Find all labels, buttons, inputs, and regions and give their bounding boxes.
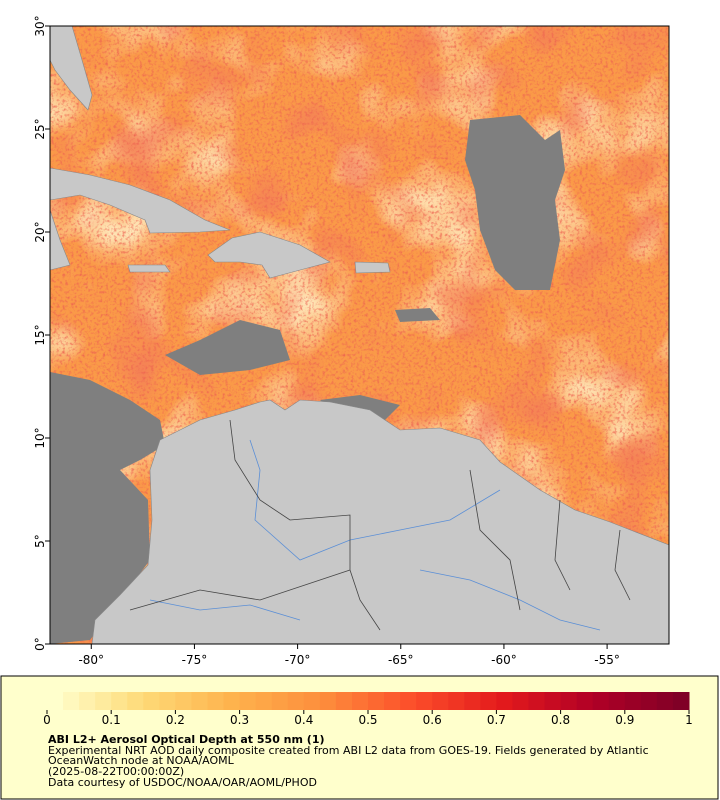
colorbar-tick-label: 0.6 [423, 713, 442, 727]
colorbar-swatch [79, 692, 96, 710]
caption-line: OceanWatch node at NOAA/AOML [48, 754, 235, 767]
colorbar-tick-label: 0 [43, 713, 51, 727]
x-tick-label: -75° [182, 653, 208, 667]
colorbar-swatch [432, 692, 449, 710]
y-tick-label: 25° [33, 118, 47, 139]
colorbar-swatch [672, 692, 690, 710]
caption-title: ABI L2+ Aerosol Optical Depth at 550 nm … [48, 733, 325, 746]
colorbar-swatch [528, 692, 546, 710]
colorbar-swatch [608, 692, 626, 710]
colorbar-swatch [384, 692, 401, 710]
colorbar-tick-label: 0.5 [358, 713, 377, 727]
colorbar-swatch [624, 692, 642, 710]
caption-line: (2025-08-22T00:00:00Z) [48, 765, 184, 778]
colorbar-swatch [207, 692, 225, 710]
colorbar-swatch [47, 692, 64, 710]
caption-line: Experimental NRT AOD daily composite cre… [48, 744, 649, 757]
x-tick-label: -55° [594, 653, 620, 667]
colorbar-swatch [351, 692, 369, 710]
colorbar-swatch [368, 692, 385, 710]
borders [129, 419, 631, 631]
colorbar-swatch [159, 692, 176, 710]
y-tick-label: 10° [33, 427, 47, 448]
colorbar-swatch [143, 692, 160, 710]
colorbar-tick-label: 1 [685, 713, 693, 727]
colorbar-swatch [512, 692, 529, 710]
no-data [50, 115, 565, 644]
colorbar-swatch [127, 692, 144, 710]
colorbar-swatch [303, 692, 321, 710]
colorbar-tick-label: 0.4 [294, 713, 313, 727]
colorbar-swatch [335, 692, 353, 710]
colorbar-swatch [560, 692, 578, 710]
x-tick-label: -65° [388, 653, 414, 667]
colorbar-swatch [271, 692, 289, 710]
y-tick-label: 30° [33, 15, 47, 36]
colorbar-swatch [191, 692, 208, 710]
y-tick-label: 5° [33, 534, 47, 548]
colorbar-tick-label: 0.8 [551, 713, 570, 727]
colorbar-swatch [239, 692, 257, 710]
y-tick-label: 20° [33, 221, 47, 242]
colorbar-swatch [287, 692, 305, 710]
colorbar-swatch [400, 692, 417, 710]
caption-line: Data courtesy of USDOC/NOAA/OAR/AOML/PHO… [48, 776, 317, 789]
colorbar-tick-label: 0.7 [487, 713, 506, 727]
colorbar-swatch [223, 692, 241, 710]
colorbar-swatch [448, 692, 465, 710]
colorbar-swatch [255, 692, 273, 710]
x-tick-label: -70° [285, 653, 311, 667]
colorbar-swatch [319, 692, 337, 710]
x-tick-label: -80° [78, 653, 104, 667]
colorbar-swatch [464, 692, 481, 710]
colorbar-tick-label: 0.1 [102, 713, 121, 727]
colorbar-swatch [416, 692, 433, 710]
colorbar-tick-label: 0.3 [230, 713, 249, 727]
colorbar-swatch [656, 692, 674, 710]
colorbar-swatch [592, 692, 610, 710]
colorbar-swatch [480, 692, 497, 710]
colorbar-swatch [640, 692, 658, 710]
rivers [149, 439, 601, 631]
colorbar-swatch [576, 692, 594, 710]
colorbar-swatch [175, 692, 192, 710]
colorbar-tick-label: 0.2 [166, 713, 185, 727]
colorbar-swatch [544, 692, 562, 710]
land [50, 26, 669, 644]
colorbar-swatch [95, 692, 112, 710]
colorbar-tick-label: 0.9 [615, 713, 634, 727]
colorbar-swatch [496, 692, 513, 710]
y-tick-label: 0° [33, 637, 47, 651]
map-area [50, 26, 669, 644]
colorbar-swatch [111, 692, 128, 710]
colorbar-swatch [63, 692, 80, 710]
y-tick-label: 15° [33, 324, 47, 345]
x-tick-label: -60° [491, 653, 517, 667]
